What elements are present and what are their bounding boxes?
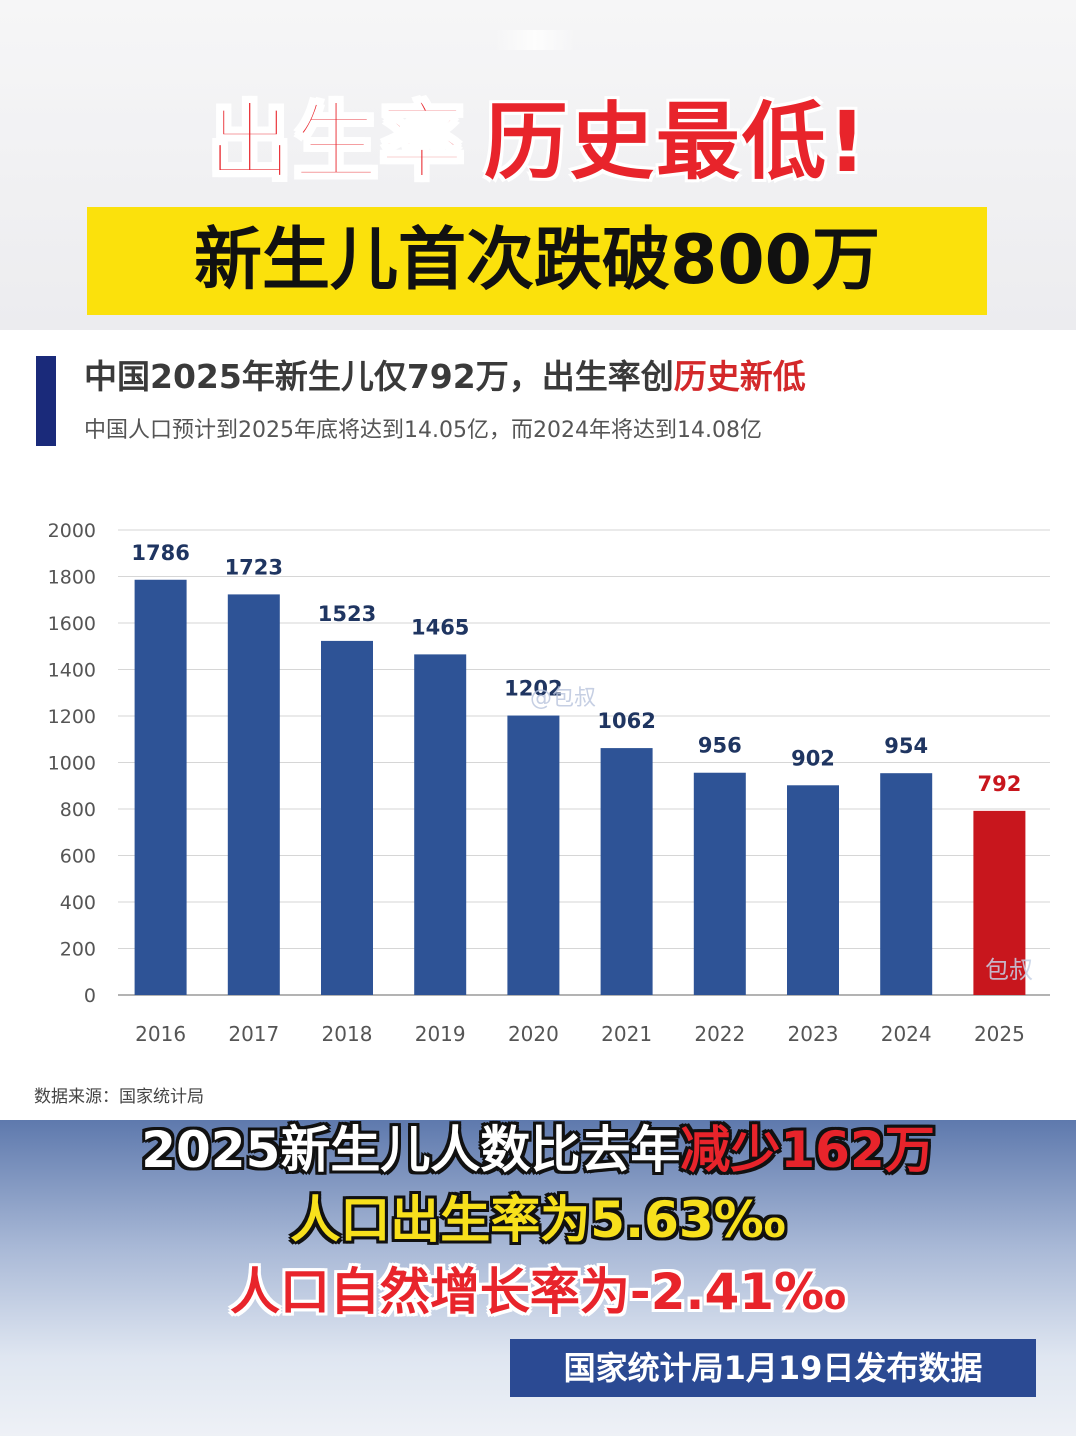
caption-line1-prefix: 2025新生儿人数比去年	[141, 1121, 681, 1179]
chart-subtitle: 中国人口预计到2025年底将达到14.05亿，而2024年将达到14.08亿	[84, 418, 762, 443]
bar	[227, 594, 280, 995]
headline: 出生率 历史最低!	[0, 92, 1076, 193]
data-label: 1723	[225, 555, 283, 579]
bar	[321, 640, 373, 995]
x-tick-label: 2018	[322, 1022, 373, 1046]
data-label: 1202	[504, 677, 562, 701]
caption-line2: 人口出生率为5.63‰	[290, 1191, 786, 1249]
x-tick-label: 2020	[508, 1022, 559, 1046]
data-label: 1465	[411, 615, 469, 639]
caption-line1: 2025新生儿人数比去年减少162万	[0, 1110, 1076, 1182]
x-tick-label: 2017	[228, 1022, 279, 1046]
chart-title: 中国2025年新生儿仅792万，出生率创历史新低	[84, 350, 806, 398]
y-tick-label: 1200	[48, 706, 96, 728]
bar	[507, 715, 560, 995]
data-label: 956	[698, 734, 742, 758]
x-tick-label: 2024	[881, 1022, 932, 1046]
y-tick-label: 2000	[48, 520, 96, 542]
bar	[693, 772, 746, 995]
data-label: 902	[791, 746, 835, 770]
y-tick-label: 1800	[48, 567, 96, 589]
data-label: 792	[977, 772, 1021, 796]
headline-part1: 出生率	[206, 92, 466, 193]
y-tick-label: 200	[60, 939, 96, 961]
y-tick-label: 1000	[48, 753, 96, 775]
y-tick-label: 600	[60, 846, 96, 868]
chart-title-highlight: 历史新低	[673, 357, 806, 396]
x-tick-label: 2022	[694, 1022, 745, 1046]
title-accent-bar	[36, 356, 56, 446]
watermark: @包叔	[530, 686, 597, 711]
x-tick-label: 2019	[415, 1022, 466, 1046]
data-label: 954	[884, 734, 928, 758]
y-tick-label: 1600	[48, 613, 96, 635]
bar	[787, 785, 839, 995]
births-bar-chart: 0 200 400 600 800 1000 1200 1400 1600 1800 2000 178…	[48, 520, 1050, 1046]
banner: 新生儿首次跌破800万	[87, 207, 987, 315]
bar	[414, 654, 467, 995]
x-tick-label: 2016	[135, 1022, 186, 1046]
watermark-corner: 包叔	[985, 956, 1033, 984]
headline-part2: 历史最低!	[483, 93, 869, 191]
caption-line1-highlight: 减少162万	[680, 1121, 935, 1179]
bar	[134, 579, 187, 995]
chart-title-prefix: 中国2025年新生儿仅792万，出生率创	[84, 357, 674, 396]
data-source: 数据来源：国家统计局	[34, 1087, 204, 1107]
caption-line3: 人口自然增长率为-2.41‰	[229, 1263, 847, 1321]
bar	[880, 773, 933, 995]
y-tick-label: 1400	[48, 660, 96, 682]
banner-text: 新生儿首次跌破800万	[194, 221, 880, 300]
data-label: 1062	[597, 709, 655, 733]
bar	[600, 748, 653, 995]
data-label: 1786	[131, 541, 189, 565]
y-tick-label: 0	[84, 985, 96, 1007]
top-watermark-smudge	[495, 30, 575, 50]
x-tick-label: 2023	[788, 1022, 839, 1046]
bar	[973, 810, 1026, 995]
publish-note: 国家统计局1月19日发布数据	[510, 1339, 1036, 1397]
y-tick-label: 800	[60, 799, 96, 821]
x-tick-label: 2025	[974, 1022, 1025, 1046]
y-tick-label: 400	[60, 892, 96, 914]
data-label: 1523	[318, 602, 376, 626]
x-tick-label: 2021	[601, 1022, 652, 1046]
